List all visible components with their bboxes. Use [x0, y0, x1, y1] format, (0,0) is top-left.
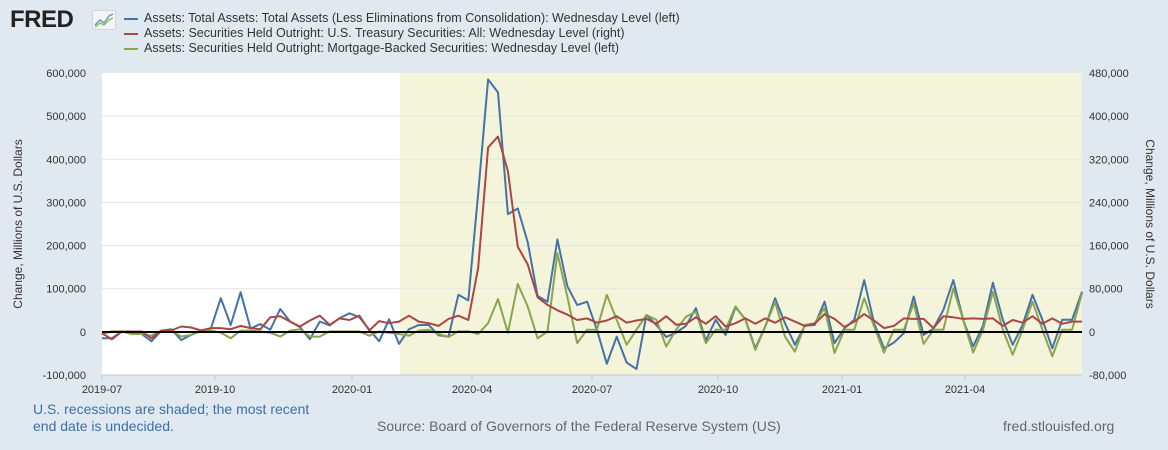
x-tick-label: 2021-04: [945, 384, 985, 396]
right-tick-label: 320,000: [1089, 154, 1129, 166]
legend-item-mbs[interactable]: Assets: Securities Held Outright: Mortga…: [124, 41, 619, 55]
legend-label: Assets: Total Assets: Total Assets (Less…: [144, 11, 680, 25]
x-tick-label: 2020-01: [332, 384, 372, 396]
left-tick-label: 500,000: [46, 111, 86, 123]
x-tick-label: 2019-07: [82, 384, 122, 396]
right-tick-label: 480,000: [1089, 68, 1129, 80]
left-tick-label: 600,000: [46, 68, 86, 80]
fred-chart-icon: [92, 10, 116, 30]
right-tick-label: 240,000: [1089, 197, 1129, 209]
recession-note-line2: end date is undecided.: [33, 418, 174, 434]
x-tick-label: 2020-07: [572, 384, 612, 396]
legend-swatch: [124, 17, 138, 20]
left-tick-label: 100,000: [46, 284, 86, 296]
right-tick-label: 400,000: [1089, 111, 1129, 123]
recession-note-line1: U.S. recessions are shaded; the most rec…: [33, 401, 310, 417]
source-text: Source: Board of Governors of the Federa…: [377, 418, 781, 434]
legend-swatch: [124, 47, 138, 50]
fred-site-link[interactable]: fred.stlouisfed.org: [1003, 418, 1115, 434]
left-tick-label: 200,000: [46, 241, 86, 253]
right-tick-label: 0: [1089, 327, 1095, 339]
legend-item-total-assets[interactable]: Assets: Total Assets: Total Assets (Less…: [124, 11, 680, 25]
legend-label: Assets: Securities Held Outright: U.S. T…: [144, 26, 625, 40]
right-tick-label: 80,000: [1089, 284, 1123, 296]
legend-swatch: [124, 32, 138, 35]
right-tick-label: 160,000: [1089, 241, 1129, 253]
left-tick-label: 400,000: [46, 154, 86, 166]
series-line-u-s-treasury-securities: [101, 135, 1082, 341]
left-tick-label: -100,000: [43, 370, 86, 382]
fred-logo[interactable]: FRED: [10, 6, 74, 33]
x-tick-label: 2020-04: [452, 384, 492, 396]
series-line-total-assets: [102, 78, 1083, 370]
x-tick-label: 2021-01: [822, 384, 862, 396]
x-tick-label: 2019-10: [195, 384, 235, 396]
x-tick-label: 2020-10: [698, 384, 738, 396]
recession-shade: [400, 73, 1082, 375]
legend-label: Assets: Securities Held Outright: Mortga…: [144, 41, 619, 55]
right-axis-label: Change, Millions of U.S. Dollars: [1143, 139, 1157, 308]
left-tick-label: 300,000: [46, 197, 86, 209]
right-tick-label: -80,000: [1089, 370, 1126, 382]
left-tick-label: 0: [80, 327, 86, 339]
left-axis-label: Change, Millions of U.S. Dollars: [11, 139, 25, 308]
legend-item-treasury[interactable]: Assets: Securities Held Outright: U.S. T…: [124, 26, 625, 40]
